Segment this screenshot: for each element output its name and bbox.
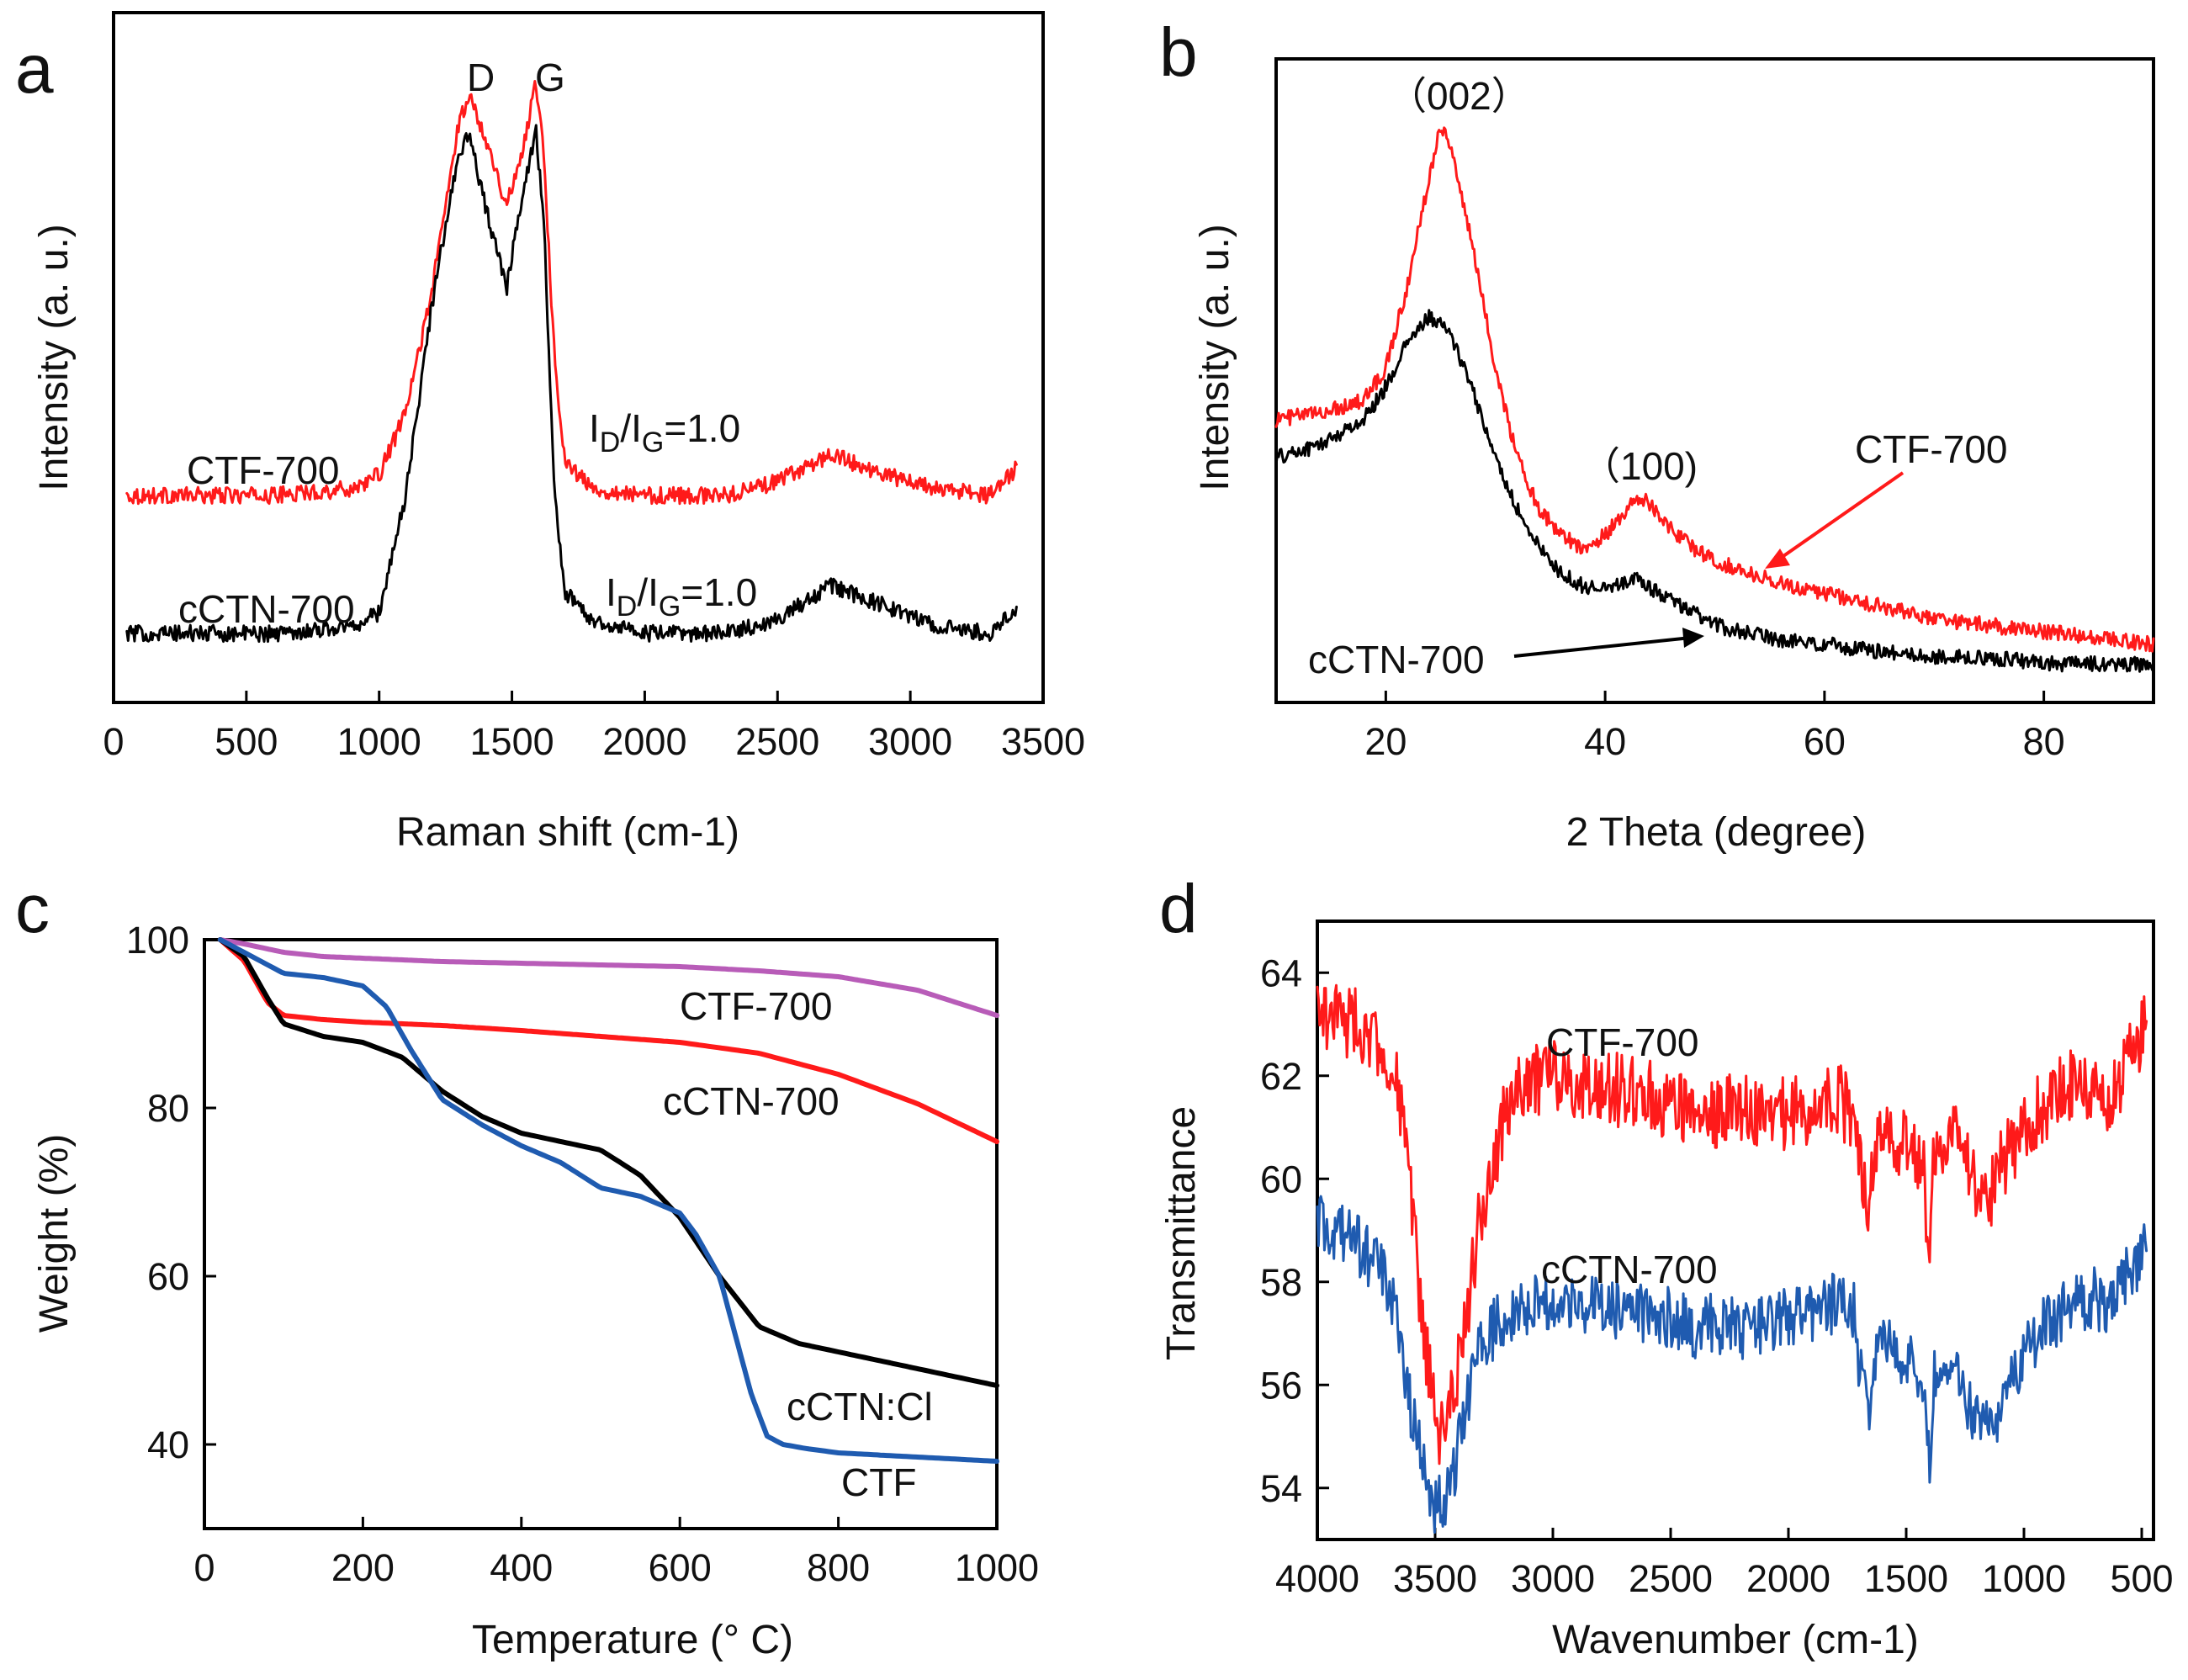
panel-a-label-ctf-700: CTF-700: [187, 448, 339, 492]
y-tick-label: 40: [147, 1423, 189, 1466]
panel-c-label-cctn-700: cCTN-700: [663, 1079, 840, 1123]
panel-d-frame: [1316, 919, 2155, 1541]
panel-a-raman: a 0 500 1000 1500 2000 2500 3000 3500 Raman shi…: [15, 11, 1085, 855]
panel-c-label-ctf-700: CTF-700: [680, 984, 832, 1028]
panel-a-x-ticks: 0 500 1000 1500 2000 2500 3000 3500: [103, 691, 1085, 763]
series-cctn-700: [217, 937, 999, 1144]
x-tick-label: 400: [490, 1546, 553, 1589]
panel-b-peak-002-label: （002）: [1388, 74, 1530, 118]
x-tick-label: 80: [2023, 720, 2065, 763]
panel-b-label-cctn-700: cCTN-700: [1308, 638, 1485, 681]
x-tick-label: 1500: [1864, 1557, 1948, 1600]
panel-b-y-axis-title: Intensity (a. u.): [1193, 224, 1237, 490]
panel-a-ratio-cctn: ID/IG=1.0: [606, 570, 757, 623]
panel-b-arrow-cctn: [1513, 628, 1704, 658]
series-ctf: [217, 937, 999, 1464]
x-tick-label: 3500: [1001, 720, 1085, 763]
panel-b-letter: b: [1159, 14, 1198, 91]
y-tick-label: 62: [1260, 1055, 1302, 1098]
x-tick-label: 2500: [735, 720, 819, 763]
series-ctf-700: [217, 937, 999, 1018]
panel-d-x-axis-title: Wavenumber (cm-1): [1552, 1618, 1919, 1662]
panel-b-x-axis-title: 2 Theta (degree): [1566, 810, 1867, 855]
x-tick-label: 1000: [337, 720, 421, 763]
x-tick-label: 1000: [955, 1546, 1039, 1589]
series-cctn-700: [125, 124, 1018, 644]
x-tick-label: 3000: [1511, 1557, 1595, 1600]
panel-a-peak-g-label: G: [535, 56, 565, 99]
panel-c-series: [217, 937, 999, 1464]
panel-d-series: [1316, 983, 2148, 1534]
x-tick-label: 20: [1364, 720, 1407, 763]
panel-a-peak-d-label: D: [467, 56, 495, 99]
panel-c-x-ticks: 0 200 400 600 800 1000: [193, 1517, 1039, 1589]
panel-c-y-axis-title: Weight (%): [32, 1134, 77, 1333]
x-tick-label: 0: [193, 1546, 215, 1589]
panel-b-series: [1274, 126, 2155, 673]
x-tick-label: 500: [215, 720, 278, 763]
panel-d-label-cctn-700: cCTN-700: [1541, 1248, 1718, 1291]
panel-c-tga: c 0 200 400 600 800 1000 40 60 80 100 Temperatur…: [15, 871, 1039, 1662]
x-tick-label: 1500: [470, 720, 554, 763]
panel-c-x-axis-title: Temperature (° C): [472, 1618, 793, 1662]
series-ctf-700: [1316, 983, 2148, 1465]
panel-a-letter: a: [15, 31, 54, 108]
panel-a-ratio-ctf: ID/IG=1.0: [589, 406, 740, 458]
x-tick-label: 3000: [868, 720, 952, 763]
series-cctn-700: [1274, 309, 2155, 673]
x-tick-label: 0: [103, 720, 124, 763]
panel-d-letter: d: [1159, 871, 1198, 947]
series-ctf-700: [1274, 126, 2155, 653]
y-tick-label: 56: [1260, 1364, 1302, 1407]
x-tick-label: 2000: [602, 720, 686, 763]
panel-d-y-ticks: 54 56 58 60 62 64: [1260, 951, 1329, 1510]
x-tick-label: 1000: [1982, 1557, 2066, 1600]
y-tick-label: 60: [147, 1255, 189, 1298]
y-tick-label: 60: [1260, 1158, 1302, 1200]
panel-d-ftir: d 4000 3500 3000 2500 2000 1500 1000 500 54 56 58…: [1159, 871, 2174, 1662]
panel-b-peak-100-label: （100): [1581, 444, 1698, 488]
y-tick-label: 54: [1260, 1467, 1302, 1510]
panel-a-label-cctn-700: cCTN-700: [178, 587, 355, 631]
x-tick-label: 200: [331, 1546, 395, 1589]
panel-d-y-axis-title: Transmittance: [1159, 1106, 1204, 1360]
series-ctf-700: [125, 80, 1018, 506]
series-cctn-700: [1316, 1195, 2148, 1534]
panel-a-series: [125, 80, 1018, 644]
panel-d-x-ticks: 4000 3500 3000 2500 2000 1500 1000 500: [1275, 1528, 2174, 1600]
panel-b-x-ticks: 20 40 60 80: [1364, 691, 2065, 763]
x-tick-label: 2000: [1746, 1557, 1830, 1600]
x-tick-label: 800: [807, 1546, 870, 1589]
y-tick-label: 64: [1260, 951, 1302, 994]
panel-b-label-ctf-700: CTF-700: [1855, 427, 2007, 471]
panel-b-frame: [1274, 57, 2155, 704]
panel-c-frame: [203, 938, 999, 1530]
x-tick-label: 60: [1804, 720, 1846, 763]
panel-a-y-axis-title: Intensity (a. u.): [32, 224, 77, 490]
panel-a-frame: [112, 11, 1045, 704]
x-tick-label: 4000: [1275, 1557, 1359, 1600]
y-tick-label: 100: [126, 919, 189, 962]
panel-c-label-cctn-cl: cCTN:Cl: [787, 1385, 933, 1428]
panel-c-label-ctf: CTF: [841, 1460, 916, 1504]
panel-d-label-ctf-700: CTF-700: [1546, 1020, 1698, 1064]
x-tick-label: 600: [649, 1546, 712, 1589]
y-tick-label: 58: [1260, 1261, 1302, 1304]
x-tick-label: 2500: [1629, 1557, 1713, 1600]
x-tick-label: 3500: [1393, 1557, 1477, 1600]
panel-c-y-ticks: 40 60 80 100: [126, 919, 216, 1466]
panel-b-arrow-ctf: [1765, 471, 1905, 569]
x-tick-label: 500: [2110, 1557, 2173, 1600]
panel-c-letter: c: [15, 871, 50, 947]
panel-b-xrd: b 20 40 60 80 2 Theta (degree) Intensity (a…: [1159, 14, 2155, 855]
panel-a-x-axis-title: Raman shift (cm-1): [396, 810, 739, 855]
x-tick-label: 40: [1584, 720, 1626, 763]
y-tick-label: 80: [147, 1087, 189, 1130]
series-cctn-cl: [217, 937, 999, 1388]
